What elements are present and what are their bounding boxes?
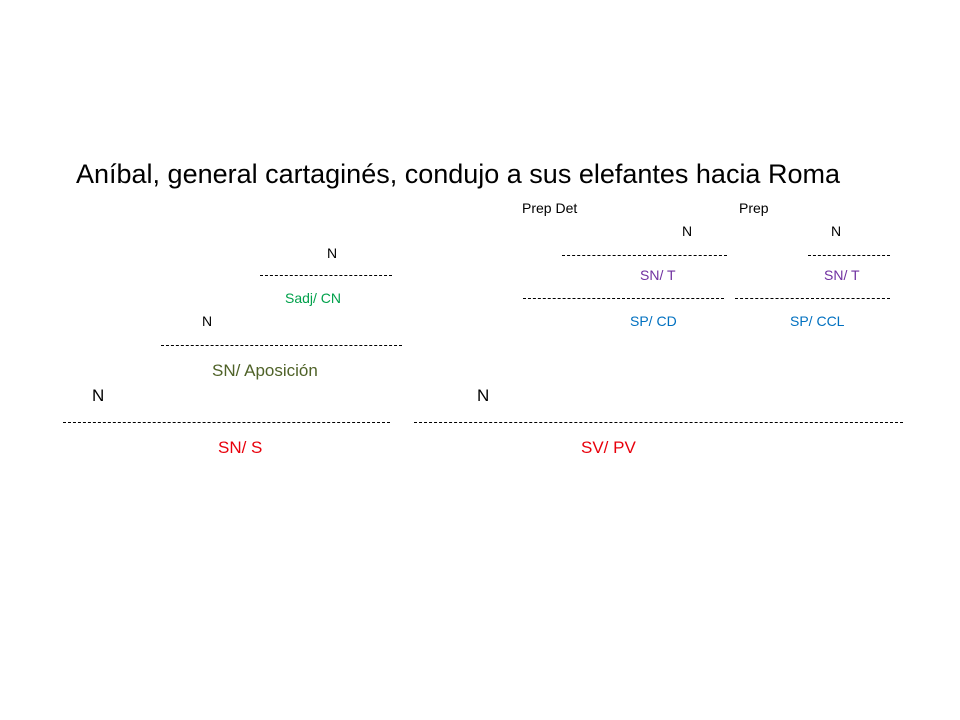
label-sn-s: SN/ S <box>218 438 263 457</box>
label-n-condujo: N <box>477 386 490 405</box>
sentence: Aníbal, general cartaginés, condujo a su… <box>76 159 840 189</box>
label-prep-det: Prep Det <box>522 200 578 216</box>
label-prep-hacia: Prep <box>739 200 769 216</box>
underline-sn-s <box>63 422 390 423</box>
underline-sv-pv <box>414 422 903 423</box>
label-n-general: N <box>202 313 213 329</box>
label-sp-ccl: SP/ CCL <box>790 313 845 329</box>
label-sp-cd: SP/ CD <box>630 313 677 329</box>
label-sn-t-1: SN/ T <box>640 267 676 283</box>
underline-sn-t-2 <box>808 255 890 256</box>
underline-sp-ccl <box>735 298 890 299</box>
underline-sp-cd <box>523 298 724 299</box>
label-sadj-cn: Sadj/ CN <box>285 290 342 306</box>
label-n-anibal: N <box>92 386 105 405</box>
label-sn-aposicion: SN/ Aposición <box>212 361 318 380</box>
underline-aposicion <box>161 345 402 346</box>
label-sv-pv: SV/ PV <box>581 438 636 457</box>
label-n-cartagines: N <box>327 245 338 261</box>
underline-sadj <box>260 275 392 276</box>
label-sn-t-2: SN/ T <box>824 267 860 283</box>
label-n-elefantes: N <box>682 223 693 239</box>
label-n-roma: N <box>831 223 842 239</box>
underline-sn-t-1 <box>562 255 727 256</box>
